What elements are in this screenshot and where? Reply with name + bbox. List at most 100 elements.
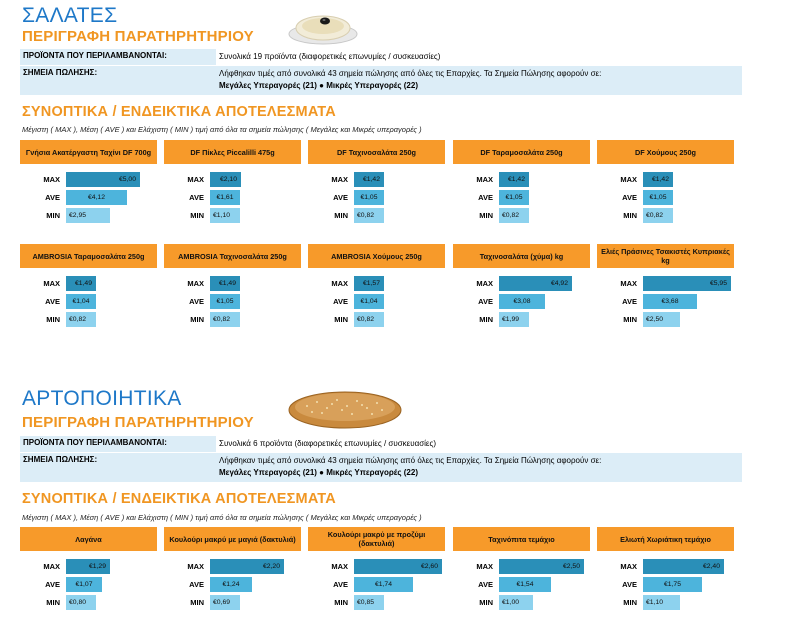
price-bar-min: €1,10 bbox=[643, 595, 680, 610]
product-name-header: AMBROSIA Ταραμοσαλάτα 250g bbox=[20, 244, 157, 268]
price-row-ave: AVE €1,05 bbox=[308, 190, 445, 205]
price-row-ave: AVE €1,05 bbox=[164, 294, 301, 309]
price-bar-max: €1,49 bbox=[210, 276, 240, 291]
price-row-ave: AVE €1,54 bbox=[453, 577, 590, 592]
price-row-label: MAX bbox=[476, 175, 493, 184]
price-bar-ave: €1,05 bbox=[499, 190, 529, 205]
price-row-max: MAX €1,49 bbox=[20, 276, 157, 291]
product-name-header: Γνήσια Ακατέργαστη Ταχίνι DF 700g bbox=[20, 140, 157, 164]
price-row-label: AVE bbox=[333, 193, 348, 202]
price-bar-min: €1,10 bbox=[210, 208, 240, 223]
info-label: ΠΡΟΪΟΝΤΑ ΠΟΥ ΠΕΡΙΛΑΜΒΑΝΟΝΤΑΙ: bbox=[20, 436, 216, 452]
results-title-bakery: ΣΥΝΟΠΤΙΚΑ / ΕΝΔΕΙΚΤΙΚΑ ΑΠΟΤΕΛΕΣΜΑΤΑ bbox=[22, 491, 336, 507]
price-row-ave: AVE €1,04 bbox=[20, 294, 157, 309]
price-bar-ave: €1,04 bbox=[66, 294, 96, 309]
price-row-max: MAX €5,95 bbox=[597, 276, 734, 291]
price-bar-ave: €1,74 bbox=[354, 577, 413, 592]
price-bar-min: €1,99 bbox=[499, 312, 529, 327]
price-bar-max: €2,10 bbox=[210, 172, 241, 187]
info-row-products: ΠΡΟΪΟΝΤΑ ΠΟΥ ΠΕΡΙΛΑΜΒΑΝΟΝΤΑΙ: Συνολικά 1… bbox=[20, 49, 742, 66]
price-row-min: MIN €0,82 bbox=[164, 312, 301, 327]
info-label: ΣΗΜΕΙΑ ΠΩΛΗΣΗΣ: bbox=[23, 455, 98, 464]
price-row-label: AVE bbox=[333, 297, 348, 306]
price-row-label: MIN bbox=[190, 315, 204, 324]
info-value: Λήφθηκαν τιμές από συνολικά 43 σημεία πώ… bbox=[216, 66, 742, 95]
price-row-label: MAX bbox=[43, 562, 60, 571]
price-row-min: MIN €0,82 bbox=[20, 312, 157, 327]
product-price-panel: Κουλούρι μακρύ με προζύμι (δακτυλιά) MAX €… bbox=[308, 527, 445, 611]
price-row-label: AVE bbox=[45, 297, 60, 306]
price-row-label: MAX bbox=[187, 562, 204, 571]
price-row-max: MAX €2,60 bbox=[308, 559, 445, 574]
product-price-panel: Ταχινοσαλάτα (χύμα) kg MAX €4,92 AVE €3,08 MI… bbox=[453, 244, 590, 328]
results-title-salads: ΣΥΝΟΠΤΙΚΑ / ΕΝΔΕΙΚΤΙΚΑ ΑΠΟΤΕΛΕΣΜΑΤΑ bbox=[22, 104, 336, 120]
product-name-header: Λαγάνα bbox=[20, 527, 157, 551]
price-row-ave: AVE €1,24 bbox=[164, 577, 301, 592]
price-row-label: MIN bbox=[190, 211, 204, 220]
product-price-panel: Γνήσια Ακατέργαστη Ταχίνι DF 700g MAX €5,0… bbox=[20, 140, 157, 224]
price-row-min: MIN €0,85 bbox=[308, 595, 445, 610]
price-row-label: AVE bbox=[622, 297, 637, 306]
price-row-min: MIN €1,10 bbox=[164, 208, 301, 223]
price-row-max: MAX €5,00 bbox=[20, 172, 157, 187]
price-row-label: MIN bbox=[190, 598, 204, 607]
price-row-label: MIN bbox=[334, 315, 348, 324]
price-row-label: MAX bbox=[620, 562, 637, 571]
price-bar-max: €2,60 bbox=[354, 559, 442, 574]
price-row-label: MAX bbox=[187, 279, 204, 288]
price-row-label: MIN bbox=[623, 211, 637, 220]
info-value-line: Λήφθηκαν τιμές από συνολικά 43 σημεία πώ… bbox=[219, 456, 602, 465]
price-row-ave: AVE €1,75 bbox=[597, 577, 734, 592]
price-bar-max: €5,00 bbox=[66, 172, 140, 187]
price-bar-max: €2,40 bbox=[643, 559, 724, 574]
price-row-label: MAX bbox=[620, 175, 637, 184]
price-bar-min: €2,95 bbox=[66, 208, 110, 223]
price-row-label: MAX bbox=[43, 175, 60, 184]
section-subtitle-bakery: ΠΕΡΙΓΡΑΦΗ ΠΑΡΑΤΗΡΗΤΗΡΙΟΥ bbox=[22, 414, 254, 431]
info-label: ΣΗΜΕΙΑ ΠΩΛΗΣΗΣ: bbox=[23, 68, 98, 77]
product-name-header: DF Πίκλες Piccalilli 475g bbox=[164, 140, 301, 164]
price-row-label: AVE bbox=[45, 193, 60, 202]
results-note-salads: Μέγιστη ( MAX ), Μέση ( AVE ) και Ελάχισ… bbox=[22, 125, 422, 134]
results-note-bakery: Μέγιστη ( MAX ), Μέση ( AVE ) και Ελάχισ… bbox=[22, 513, 422, 522]
price-bar-ave: €3,08 bbox=[499, 294, 545, 309]
product-price-panel: Ελιές Πράσινες Τσακιστές Κυπριακές kg MAX… bbox=[597, 244, 734, 328]
product-name-header: DF Χούμους 250g bbox=[597, 140, 734, 164]
product-price-panel: Ταχινόπιτα τεμάχιο MAX €2,50 AVE €1,54 MIN €1,… bbox=[453, 527, 590, 611]
price-row-label: AVE bbox=[189, 297, 204, 306]
info-value-line: Μεγάλες Υπεραγορές (21) ● Μικρές Υπεραγο… bbox=[219, 81, 418, 90]
price-row-label: AVE bbox=[189, 193, 204, 202]
sesame-bread-loaf-image bbox=[288, 391, 402, 429]
price-bar-max: €1,42 bbox=[354, 172, 384, 187]
product-price-panel: DF Πίκλες Piccalilli 475g MAX €2,10 AVE €1,6… bbox=[164, 140, 301, 224]
info-value: Συνολικά 6 προϊόντα (διαφορετικές επωνυμ… bbox=[216, 436, 742, 452]
info-value-line: Λήφθηκαν τιμές από συνολικά 43 σημεία πώ… bbox=[219, 69, 602, 78]
price-row-label: MAX bbox=[331, 175, 348, 184]
product-price-panel: DF Ταχινοσαλάτα 250g MAX €1,42 AVE €1,05 MIN €… bbox=[308, 140, 445, 224]
price-row-ave: AVE €4,12 bbox=[20, 190, 157, 205]
price-row-ave: AVE €3,08 bbox=[453, 294, 590, 309]
price-row-ave: AVE €1,61 bbox=[164, 190, 301, 205]
section-subtitle-salads: ΠΕΡΙΓΡΑΦΗ ΠΑΡΑΤΗΡΗΤΗΡΙΟΥ bbox=[22, 28, 254, 45]
price-row-label: AVE bbox=[478, 580, 493, 589]
product-name-header: Ελιές Πράσινες Τσακιστές Κυπριακές kg bbox=[597, 244, 734, 268]
price-bar-max: €5,95 bbox=[643, 276, 731, 291]
price-bar-min: €0,82 bbox=[66, 312, 96, 327]
price-row-min: MIN €0,82 bbox=[597, 208, 734, 223]
price-row-max: MAX €1,49 bbox=[164, 276, 301, 291]
price-row-label: MIN bbox=[46, 315, 60, 324]
price-row-max: MAX €2,10 bbox=[164, 172, 301, 187]
price-row-label: MAX bbox=[620, 279, 637, 288]
price-bar-min: €0,85 bbox=[354, 595, 384, 610]
product-price-panel: AMBROSIA Χούμους 250g MAX €1,57 AVE €1,04 MIN… bbox=[308, 244, 445, 328]
price-bar-min: €1,00 bbox=[499, 595, 533, 610]
product-name-header: Ελιωτή Χωριάτικη τεμάχιο bbox=[597, 527, 734, 551]
price-row-min: MIN €0,69 bbox=[164, 595, 301, 610]
product-price-panel: AMBROSIA Ταχινοσαλάτα 250g MAX €1,49 AVE €1,… bbox=[164, 244, 301, 328]
price-row-label: MIN bbox=[46, 598, 60, 607]
price-row-min: MIN €1,00 bbox=[453, 595, 590, 610]
price-bar-max: €2,20 bbox=[210, 559, 284, 574]
price-row-min: MIN €0,80 bbox=[20, 595, 157, 610]
info-row-points: ΣΗΜΕΙΑ ΠΩΛΗΣΗΣ: Λήφθηκαν τιμές από συνολ… bbox=[20, 66, 742, 96]
price-bar-ave: €3,68 bbox=[643, 294, 697, 309]
